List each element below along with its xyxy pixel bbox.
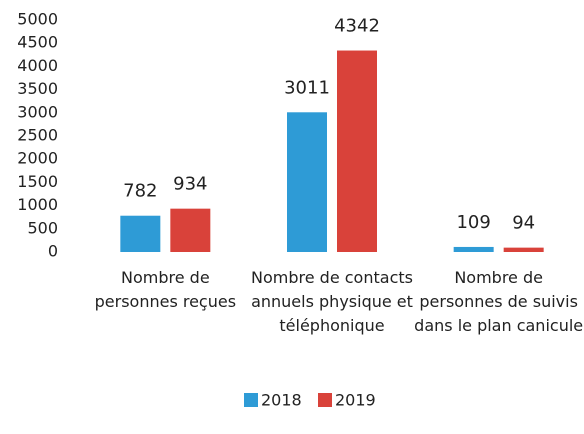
y-tick-label: 1000: [17, 195, 58, 214]
legend-label: 2019: [335, 391, 376, 410]
value-label: 109: [456, 212, 490, 233]
legend-label: 2018: [261, 391, 302, 410]
y-tick-label: 5000: [17, 10, 58, 29]
y-tick-label: 3000: [17, 102, 58, 121]
value-label: 934: [173, 174, 207, 195]
legend-swatch: [318, 393, 332, 407]
x-tick-label: Nombre de personnes reçues: [94, 268, 237, 311]
value-label: 782: [123, 181, 157, 202]
y-tick-label: 500: [27, 218, 58, 237]
bar: [453, 246, 494, 252]
x-tick-label: Nombre de personnes de suivis dans le pl…: [414, 268, 584, 335]
y-tick-label: 4500: [17, 33, 58, 52]
bar: [170, 208, 211, 252]
y-tick-label: 2000: [17, 149, 58, 168]
y-tick-label: 1500: [17, 172, 58, 191]
y-tick-label: 4000: [17, 56, 58, 75]
bar: [503, 247, 544, 252]
value-label: 4342: [334, 16, 380, 37]
y-tick-label: 2500: [17, 126, 58, 145]
y-tick-label: 3500: [17, 79, 58, 98]
bar: [120, 215, 161, 252]
legend-swatch: [244, 393, 258, 407]
bar: [287, 112, 327, 252]
value-label: 94: [512, 213, 535, 234]
x-tick-label: Nombre de contacts annuels physique et t…: [251, 268, 413, 335]
bar: [337, 50, 377, 252]
y-tick-label: 0: [48, 242, 58, 261]
value-label: 3011: [284, 77, 330, 98]
